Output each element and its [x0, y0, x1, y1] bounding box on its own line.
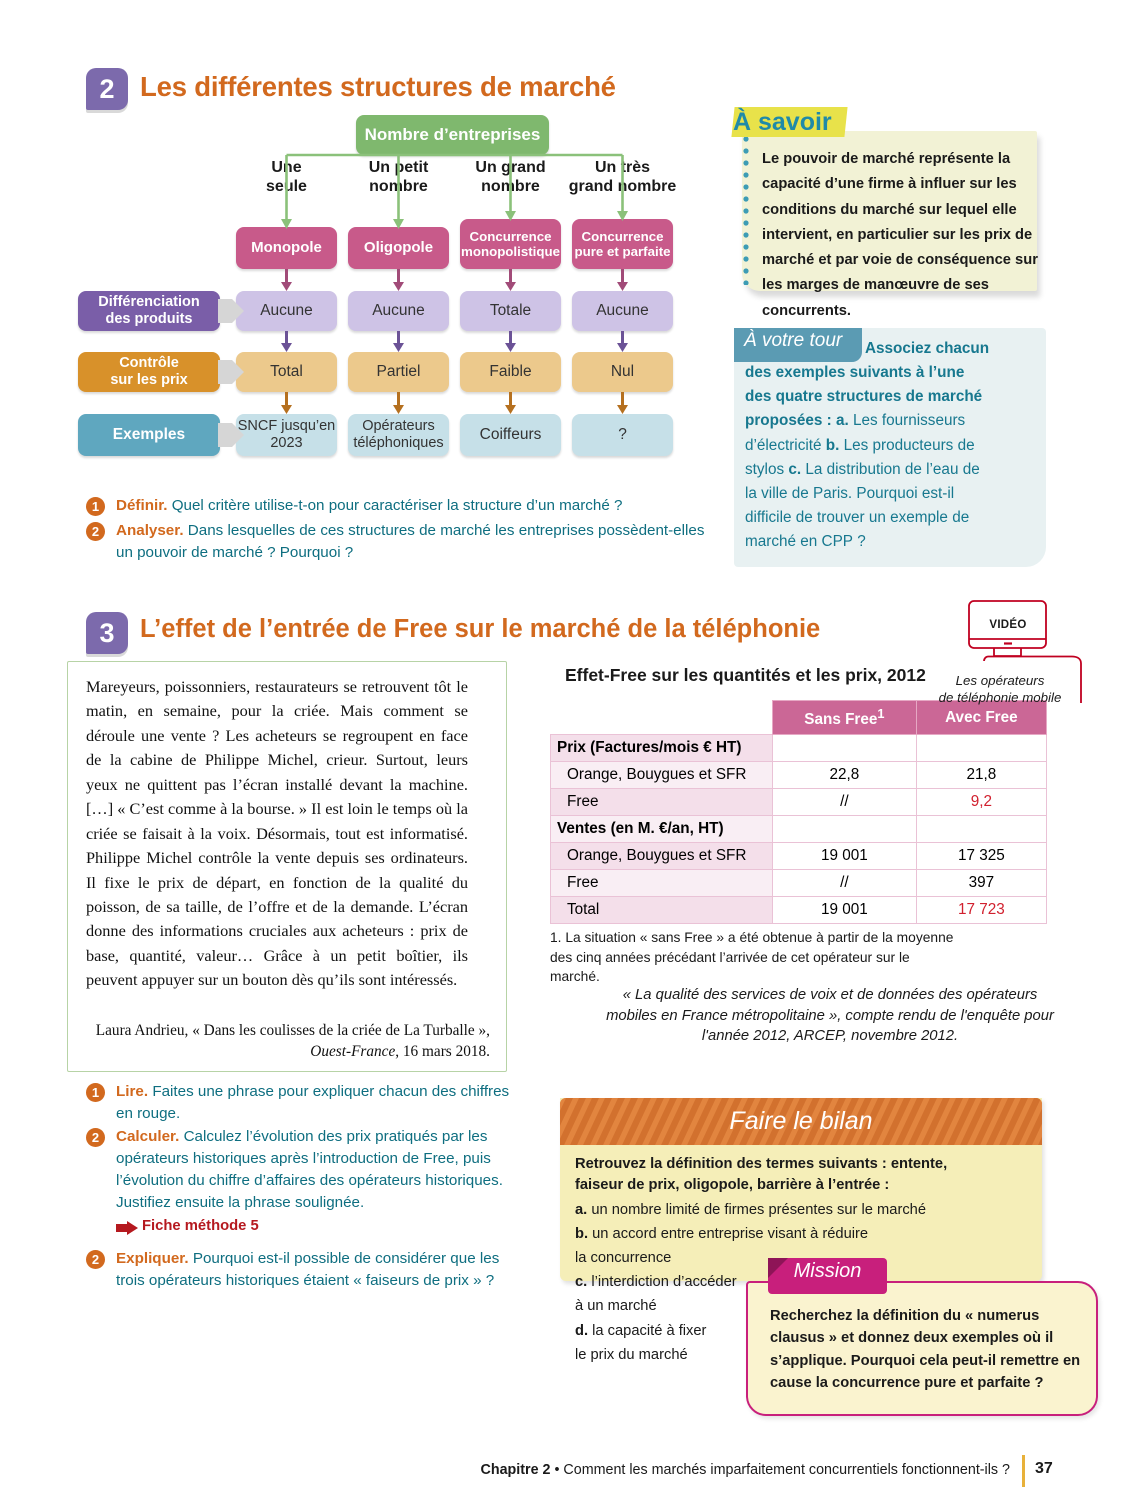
svg-text:VIDÉO: VIDÉO: [989, 618, 1026, 631]
